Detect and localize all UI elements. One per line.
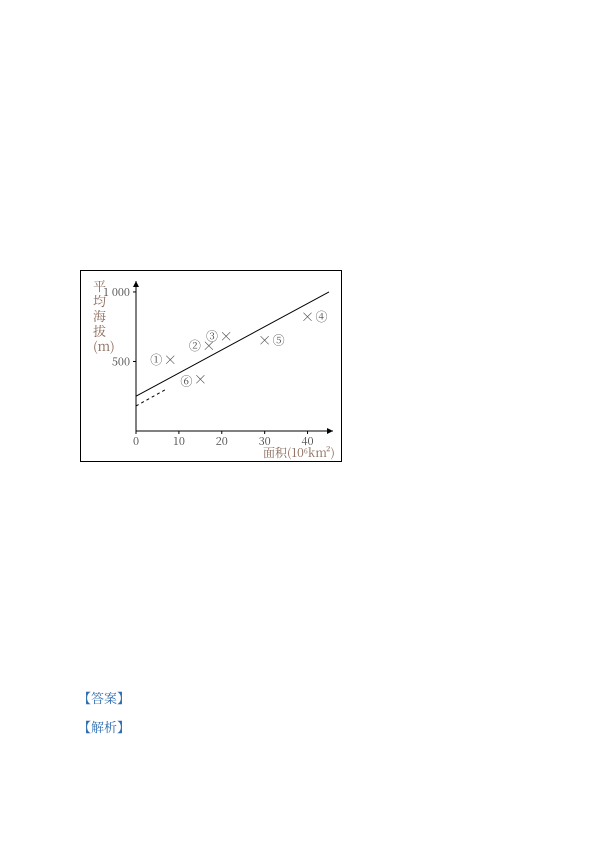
svg-text:①: ① [150,351,162,368]
bottom-notes: 【答案】 【解析】 [78,688,130,738]
svg-text:×: × [301,307,315,327]
svg-text:×: × [193,370,207,390]
svg-text:×: × [258,331,272,351]
svg-text:500: 500 [112,353,130,369]
chart-canvas: 0102030405001 000平均海拔(m)面积(10⁶km²)×①×②×③… [81,271,341,461]
svg-text:⑤: ⑤ [273,332,285,349]
svg-text:②: ② [189,337,201,354]
svg-text:④: ④ [316,308,328,325]
svg-text:面积(10⁶km²): 面积(10⁶km²) [263,444,335,461]
scatter-chart: 0102030405001 000平均海拔(m)面积(10⁶km²)×①×②×③… [80,270,342,462]
answer-label: 【答案】 [78,688,130,709]
svg-text:×: × [163,350,177,370]
svg-text:0: 0 [133,433,139,449]
svg-text:10: 10 [173,433,185,449]
svg-text:③: ③ [206,327,218,344]
svg-text:×: × [219,326,233,346]
analysis-label: 【解析】 [78,717,130,738]
svg-text:20: 20 [216,433,228,449]
svg-text:1 000: 1 000 [103,284,130,300]
svg-text:(m): (m) [93,336,115,355]
svg-text:⑥: ⑥ [180,373,192,390]
